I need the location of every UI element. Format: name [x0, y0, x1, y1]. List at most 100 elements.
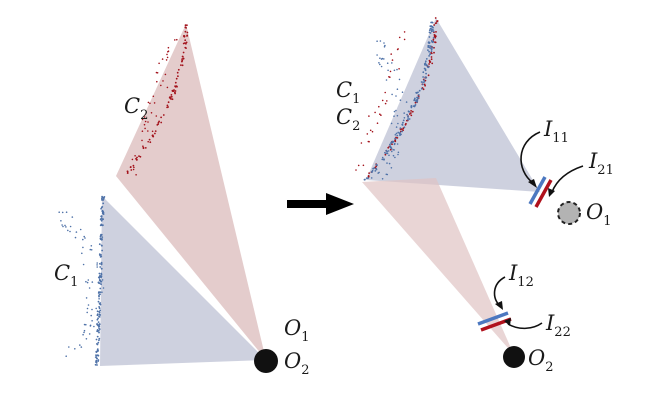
pointer-arrow-i11 [520, 131, 541, 184]
point-cloud-dot [96, 364, 98, 366]
point-cloud-dot [69, 230, 71, 233]
point-cloud-dot [393, 115, 395, 117]
point-cloud-dot [98, 294, 100, 297]
point-cloud-dot [393, 110, 396, 113]
right-label-i21: I21 [588, 149, 614, 178]
point-cloud-dot [167, 50, 170, 52]
point-cloud-dot [381, 57, 384, 60]
point-cloud-dot [95, 354, 98, 357]
point-cloud-dot [399, 99, 402, 101]
point-cloud-dot [427, 74, 430, 77]
point-cloud-dot [416, 96, 418, 99]
point-cloud-dot [383, 58, 385, 60]
point-cloud-dot [428, 63, 430, 65]
point-cloud-dot [378, 171, 380, 174]
point-cloud-dot [405, 101, 408, 103]
camera-sensor-icon [528, 176, 553, 208]
point-cloud-dot [386, 162, 388, 164]
point-cloud-dot [174, 90, 177, 92]
point-cloud-dot [96, 348, 99, 351]
point-cloud-dot [62, 225, 64, 228]
point-cloud-dot [398, 68, 400, 70]
point-cloud-dot [384, 153, 387, 156]
point-cloud-dot [101, 291, 103, 294]
point-cloud-dot [369, 129, 372, 132]
point-cloud-dot [407, 117, 409, 119]
point-cloud-dot [433, 51, 435, 54]
right-label-c2: C2 [336, 105, 360, 134]
point-cloud-dot [387, 146, 390, 149]
point-cloud-dot [181, 55, 184, 58]
point-cloud-dot [138, 155, 140, 158]
point-cloud-dot [174, 39, 176, 41]
point-cloud-dot [428, 29, 431, 32]
point-cloud-dot [164, 73, 167, 76]
point-cloud-dot [396, 68, 398, 71]
point-cloud-dot [390, 142, 392, 145]
point-cloud-dot [181, 64, 184, 67]
point-cloud-dot [390, 53, 393, 55]
pointer-arrow-i12 [493, 276, 506, 307]
point-cloud-dot [412, 105, 415, 107]
point-cloud-dot [85, 338, 88, 340]
point-cloud-dot [401, 91, 404, 93]
point-cloud-dot [185, 47, 187, 49]
point-cloud-dot [436, 20, 439, 22]
point-cloud-dot [173, 89, 175, 91]
point-cloud-dot [133, 166, 135, 169]
point-cloud-dot [428, 59, 431, 62]
point-cloud-dot [98, 298, 100, 300]
point-cloud-dot [102, 213, 105, 216]
point-cloud-dot [166, 86, 169, 89]
point-cloud-dot [102, 202, 105, 205]
point-cloud-dot [100, 261, 103, 264]
right-label-c1: C1 [336, 78, 360, 107]
point-cloud-dot [98, 295, 100, 298]
point-cloud-dot [403, 38, 406, 41]
point-cloud-dot [144, 127, 146, 130]
point-cloud-dot [425, 76, 428, 79]
point-cloud-dot [97, 354, 100, 357]
pointer-arrow-i22 [507, 322, 543, 330]
point-cloud-dot [148, 138, 151, 141]
point-cloud-dot [96, 357, 98, 360]
point-cloud-dot [101, 279, 104, 281]
point-cloud-dot [431, 62, 434, 65]
point-cloud-dot [171, 90, 174, 92]
point-cloud-dot [398, 132, 401, 135]
point-cloud-dot [405, 122, 407, 125]
point-cloud-dot [98, 311, 101, 314]
point-cloud-dot [97, 281, 100, 284]
point-cloud-dot [394, 137, 396, 140]
point-cloud-dot [392, 154, 395, 157]
point-cloud-dot [432, 30, 435, 33]
point-cloud-dot [424, 68, 427, 70]
point-cloud-dot [99, 302, 102, 304]
point-cloud-dot [396, 143, 399, 145]
point-cloud-dot [410, 114, 413, 117]
point-cloud-dot [388, 76, 390, 78]
point-cloud-dot [98, 329, 100, 332]
point-cloud-dot [79, 228, 82, 231]
point-cloud-dot [434, 36, 437, 39]
point-cloud-dot [95, 362, 98, 364]
point-cloud-dot [401, 130, 403, 133]
pointer-arrow-i21 [551, 165, 584, 193]
point-cloud-dot [98, 339, 100, 342]
point-cloud-dot [416, 100, 419, 102]
point-cloud-dot [85, 280, 87, 283]
point-cloud-dot [100, 283, 102, 286]
point-cloud-dot [383, 158, 385, 161]
point-cloud-dot [151, 130, 154, 133]
point-cloud-dot [376, 122, 379, 124]
point-cloud-dot [395, 95, 397, 97]
point-cloud-dot [81, 252, 83, 255]
right-label-o1: O1 [586, 200, 612, 229]
point-cloud-dot [433, 46, 435, 49]
point-cloud-dot [99, 237, 102, 240]
point-cloud-dot [374, 111, 376, 114]
point-cloud-dot [101, 198, 104, 201]
point-cloud-dot [424, 63, 426, 66]
point-cloud-dot [400, 128, 403, 131]
point-cloud-dot [90, 314, 92, 317]
